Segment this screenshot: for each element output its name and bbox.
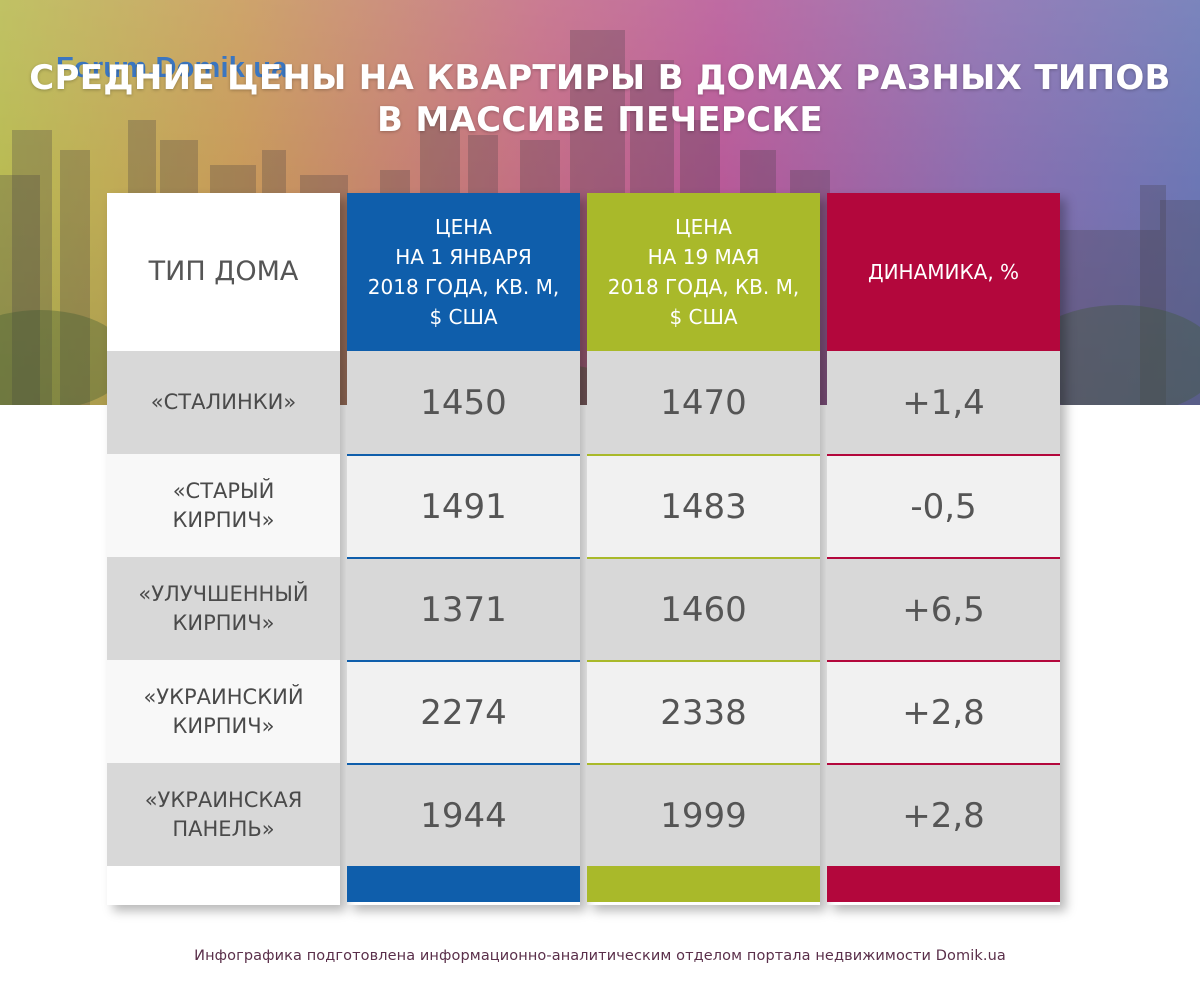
- house-type-line: «УЛУЧШЕННЫЙ: [138, 581, 309, 606]
- price-january-value: 1450: [420, 382, 507, 423]
- price-january-cell: 1944: [347, 763, 580, 866]
- title-line-2: В МАССИВЕ ПЕЧЕРСКЕ: [377, 100, 823, 140]
- house-type-cell: «СТАЛИНКИ»: [107, 351, 340, 454]
- house-type-line: «УКРАИНСКИЙ: [143, 684, 304, 709]
- price-january-cell: 1450: [347, 351, 580, 454]
- price-may-cell: 1460: [587, 557, 820, 660]
- header-line: НА 1 ЯНВАРЯ: [395, 245, 532, 269]
- price-may-cell: 1483: [587, 454, 820, 557]
- house-type-line: КИРПИЧ»: [172, 610, 275, 635]
- house-type-line: ПАНЕЛЬ»: [172, 816, 275, 841]
- price-may-column: ЦЕНА НА 19 МАЯ 2018 ГОДА, КВ. М, $ США 1…: [587, 193, 820, 905]
- column-footer: [347, 866, 580, 902]
- dynamics-value: +1,4: [902, 382, 985, 423]
- dynamics-value: +2,8: [902, 795, 985, 836]
- dynamics-value: +6,5: [902, 589, 985, 630]
- price-may-cell: 1470: [587, 351, 820, 454]
- header-line: 2018 ГОДА, КВ. М,: [367, 275, 560, 299]
- house-type-cell: «УКРАИНСКИЙ КИРПИЧ»: [107, 660, 340, 763]
- header-line: ДИНАМИКА, %: [867, 260, 1020, 284]
- price-january-value: 1491: [420, 486, 507, 527]
- header-line: $ США: [669, 305, 738, 329]
- price-may-cell: 1999: [587, 763, 820, 866]
- footer-credit: Инфографика подготовлена информационно-а…: [194, 948, 1006, 964]
- dynamics-value: -0,5: [910, 486, 977, 527]
- price-january-value: 2274: [420, 692, 507, 733]
- price-january-header: ЦЕНА НА 1 ЯНВАРЯ 2018 ГОДА, КВ. М, $ США: [347, 193, 580, 351]
- header-line: НА 19 МАЯ: [647, 245, 760, 269]
- price-may-value: 1483: [660, 486, 747, 527]
- price-may-value: 1460: [660, 589, 747, 630]
- price-may-cell: 2338: [587, 660, 820, 763]
- price-may-value: 1999: [660, 795, 747, 836]
- price-january-column: ЦЕНА НА 1 ЯНВАРЯ 2018 ГОДА, КВ. М, $ США…: [347, 193, 580, 905]
- house-type-line: «СТАРЫЙ: [172, 478, 275, 503]
- price-january-value: 1371: [420, 589, 507, 630]
- price-january-value: 1944: [420, 795, 507, 836]
- price-may-value: 1470: [660, 382, 747, 423]
- house-type-column: ТИП ДОМА «СТАЛИНКИ» «СТАРЫЙ КИРПИЧ» «УЛУЧ…: [107, 193, 340, 905]
- page-title: СРЕДНИЕ ЦЕНЫ НА КВАРТИРЫ В ДОМАХ РАЗНЫХ …: [0, 57, 1200, 141]
- house-type-line: КИРПИЧ»: [172, 713, 275, 738]
- header-line: 2018 ГОДА, КВ. М,: [607, 275, 800, 299]
- dynamics-value: +2,8: [902, 692, 985, 733]
- price-may-header: ЦЕНА НА 19 МАЯ 2018 ГОДА, КВ. М, $ США: [587, 193, 820, 351]
- house-type-line: КИРПИЧ»: [172, 507, 275, 532]
- house-type-line: «СТАЛИНКИ»: [150, 390, 297, 414]
- price-january-cell: 2274: [347, 660, 580, 763]
- price-january-cell: 1491: [347, 454, 580, 557]
- house-type-cell: «УКРАИНСКАЯ ПАНЕЛЬ»: [107, 763, 340, 866]
- price-january-cell: 1371: [347, 557, 580, 660]
- column-footer: [587, 866, 820, 902]
- dynamics-header: ДИНАМИКА, %: [827, 193, 1060, 351]
- column-footer: [827, 866, 1060, 902]
- house-type-cell: «УЛУЧШЕННЫЙ КИРПИЧ»: [107, 557, 340, 660]
- column-footer: [107, 866, 340, 902]
- dynamics-cell: +2,8: [827, 763, 1060, 866]
- dynamics-column: ДИНАМИКА, % +1,4 -0,5 +6,5 +2,8 +2,8: [827, 193, 1060, 905]
- house-type-header-line: ТИП ДОМА: [148, 256, 299, 287]
- dynamics-cell: +2,8: [827, 660, 1060, 763]
- house-type-header: ТИП ДОМА: [107, 193, 340, 351]
- dynamics-cell: -0,5: [827, 454, 1060, 557]
- dynamics-cell: +1,4: [827, 351, 1060, 454]
- header-line: $ США: [429, 305, 498, 329]
- header-line: ЦЕНА: [675, 215, 732, 239]
- price-may-value: 2338: [660, 692, 747, 733]
- dynamics-cell: +6,5: [827, 557, 1060, 660]
- title-line-1: СРЕДНИЕ ЦЕНЫ НА КВАРТИРЫ В ДОМАХ РАЗНЫХ …: [29, 58, 1171, 98]
- site-logo[interactable]: Forum.Domik.ua: [56, 52, 288, 85]
- header-line: ЦЕНА: [435, 215, 492, 239]
- logo-text: Forum.Domik.ua: [56, 52, 288, 84]
- house-type-cell: «СТАРЫЙ КИРПИЧ»: [107, 454, 340, 557]
- house-type-line: «УКРАИНСКАЯ: [144, 787, 303, 812]
